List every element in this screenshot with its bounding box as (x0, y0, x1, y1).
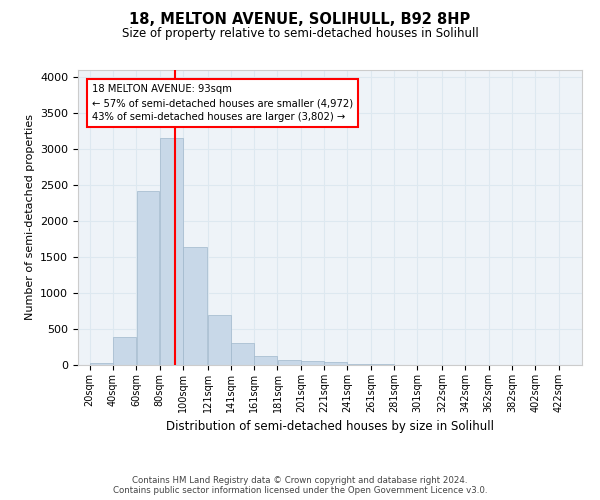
Bar (301, 361, 324, 365)
Bar (208, 316, 230, 365)
X-axis label: Distribution of semi-detached houses by size in Solihull: Distribution of semi-detached houses by … (166, 420, 494, 434)
Bar (231, 343, 254, 365)
Bar (90, 363, 113, 365)
Bar (113, 337, 136, 365)
Text: Contains HM Land Registry data © Crown copyright and database right 2024.: Contains HM Land Registry data © Crown c… (132, 476, 468, 485)
Bar (160, 138, 183, 365)
Text: Contains public sector information licensed under the Open Government Licence v3: Contains public sector information licen… (113, 486, 487, 495)
Text: 18, MELTON AVENUE, SOLIHULL, B92 8HP: 18, MELTON AVENUE, SOLIHULL, B92 8HP (130, 12, 470, 28)
Text: Size of property relative to semi-detached houses in Solihull: Size of property relative to semi-detach… (122, 28, 478, 40)
Bar (371, 364, 394, 365)
Y-axis label: Number of semi-detached properties: Number of semi-detached properties (25, 114, 35, 320)
Bar (325, 362, 347, 365)
Bar (254, 356, 277, 365)
Bar (278, 360, 301, 365)
Text: 18 MELTON AVENUE: 93sqm
← 57% of semi-detached houses are smaller (4,972)
43% of: 18 MELTON AVENUE: 93sqm ← 57% of semi-de… (92, 84, 353, 122)
Bar (137, 191, 160, 365)
Bar (348, 364, 371, 365)
Bar (183, 247, 207, 365)
